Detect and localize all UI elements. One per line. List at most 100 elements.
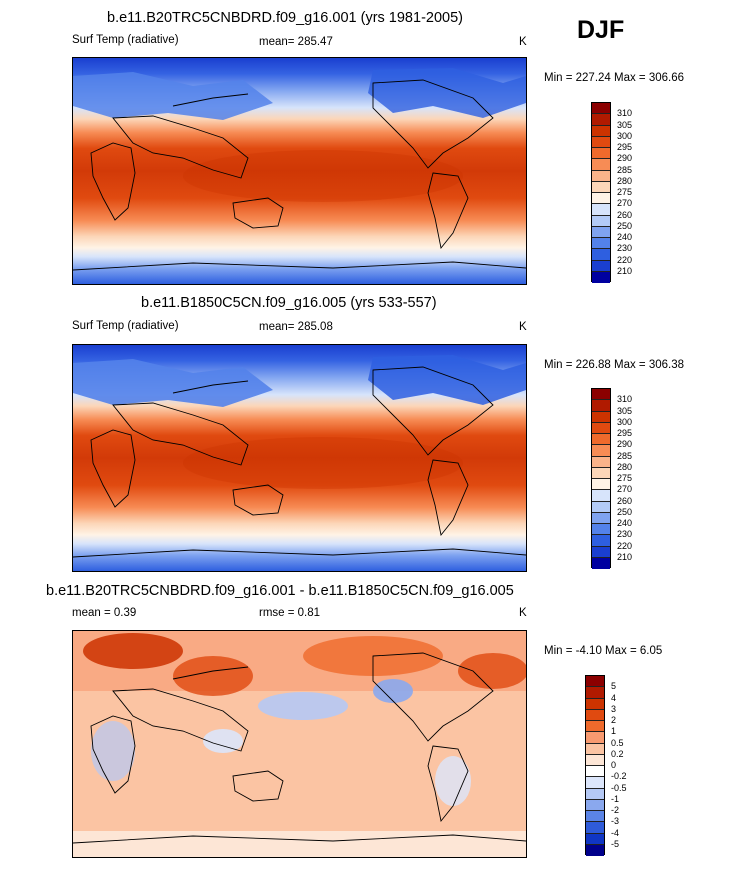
panel-3-colorbar-tick-label: -3 <box>611 816 620 827</box>
panel-1-title: b.e11.B20TRC5CNBDRD.f09_g16.001 (yrs 198… <box>107 10 463 26</box>
panel-3-colorbar-swatch <box>586 721 604 733</box>
panel-1-colorbar-swatch <box>592 204 610 216</box>
panel-3-colorbar-tick-label: 1 <box>611 726 617 737</box>
panel-3-minmax: Min = -4.10 Max = 6.05 <box>544 645 663 657</box>
panel-2-colorbar-tick-label: 280 <box>617 461 633 472</box>
panel-1-colorbar-swatch <box>592 114 610 126</box>
panel-1-colorbar-tick-label: 310 <box>617 108 633 119</box>
panel-3-colorbar-swatch <box>586 687 604 699</box>
panel-2-colorbar-tick-label: 240 <box>617 518 633 528</box>
panel-3-colorbar-swatch <box>586 732 604 744</box>
panel-2-colorbar-swatch <box>592 557 610 569</box>
panel-1-colorbar-tick-label: 305 <box>617 119 633 130</box>
season-label: DJF <box>577 16 625 44</box>
panel-2-colorbar-swatch <box>592 400 610 412</box>
panel-3-colorbar-tick-label: 0.5 <box>611 737 624 748</box>
panel-3-colorbar-tick-label: 0.2 <box>611 748 624 759</box>
panel-2-colorbar-tick-label: 260 <box>617 495 633 506</box>
panel-1-colorbar-swatch <box>592 238 610 250</box>
panel-2-colorbar-swatch <box>592 411 610 423</box>
panel-1-colorbar-tick-label: 280 <box>617 175 633 186</box>
panel-1-colorbar-tick-label: 250 <box>617 220 633 231</box>
panel-2-colorbar-tick-label: 285 <box>617 450 633 461</box>
panel-1-colorbar-swatch <box>592 271 610 283</box>
panel-3-colorbar-swatch <box>586 844 604 856</box>
panel-2-colorbar-swatch <box>592 546 610 558</box>
panel-3-colorbar-tick-label: 5 <box>611 681 617 692</box>
panel-3-colorbar-swatch <box>586 698 604 710</box>
panel-1-colorbar-tick-label: 240 <box>617 232 633 242</box>
panel-3-mean-label: mean = 0.39 <box>72 607 137 619</box>
panel-3-colorbar-swatch <box>586 833 604 845</box>
panel-2-colorbar-swatch <box>592 524 610 536</box>
panel-2-map-graphic <box>73 345 526 571</box>
panel-3-colorbar-tick-label: -2 <box>611 805 620 815</box>
panel-2-colorbar-tick-label: 290 <box>617 439 633 450</box>
panel-2-colorbar-tick-label: 210 <box>617 551 633 562</box>
panel-1-colorbar-swatch <box>592 136 610 148</box>
panel-2-colorbar-tick-label: 270 <box>617 484 633 495</box>
panel-3-colorbar-tick-label: 0 <box>611 760 617 770</box>
panel-1-units: K <box>519 36 527 48</box>
panel-2-colorbar-swatches <box>591 388 611 569</box>
panel-1-colorbar-swatch <box>592 159 610 171</box>
panel-2-colorbar-tick-label: 230 <box>617 529 633 540</box>
panel-1-colorbar-swatch <box>592 170 610 182</box>
panel-2-colorbar-swatch <box>592 479 610 491</box>
panel-3-colorbar-swatch <box>586 822 604 834</box>
panel-1-colorbar-tick-label: 230 <box>617 243 633 254</box>
panel-1-colorbar-swatches <box>591 102 611 283</box>
panel-3-colorbar-tick-label: -0.2 <box>611 771 627 782</box>
panel-3-units: K <box>519 607 527 619</box>
panel-1-colorbar-tick-label: 275 <box>617 187 633 197</box>
panel-3-colorbar-swatch <box>586 811 604 823</box>
panel-3-colorbar-tick-label: -0.5 <box>611 782 627 793</box>
panel-2-colorbar-tick-label: 305 <box>617 405 633 416</box>
panel-3-colorbar-tick-label: 2 <box>611 715 617 725</box>
panel-2-colorbar-swatch <box>592 467 610 479</box>
panel-3-colorbar-swatches <box>585 675 605 856</box>
panel-1-colorbar-tick-label: 300 <box>617 130 633 141</box>
panel-3-colorbar-swatch <box>586 754 604 766</box>
panel-3-colorbar-tick-label: -5 <box>611 838 620 849</box>
panel-1-colorbar-swatch <box>592 125 610 137</box>
panel-1-colorbar-swatch <box>592 148 610 160</box>
panel-2-colorbar-tick-label: 310 <box>617 394 633 405</box>
panel-3-colorbar-tick-label: 4 <box>611 692 617 703</box>
panel-1-colorbar-tick-label: 270 <box>617 198 633 209</box>
panel-1-colorbar-tick-label: 220 <box>617 254 633 265</box>
panel-3-map <box>72 630 527 858</box>
panel-3-colorbar-swatch <box>586 788 604 800</box>
panel-1-colorbar-swatch <box>592 226 610 238</box>
panel-1-colorbar-swatch <box>592 193 610 205</box>
panel-2-colorbar-tick-label: 295 <box>617 428 633 438</box>
panel-2-colorbar-swatch <box>592 434 610 446</box>
panel-2-colorbar-tick-label: 275 <box>617 473 633 483</box>
panel-1-colorbar-swatch <box>592 103 610 115</box>
panel-2-colorbar-swatch <box>592 535 610 547</box>
panel-2-mean-label: mean= 285.08 <box>259 321 333 333</box>
panel-3-colorbar-swatch <box>586 799 604 811</box>
panel-2-colorbar-swatch <box>592 501 610 513</box>
panel-1-colorbar-tick-label: 290 <box>617 153 633 164</box>
panel-2-units: K <box>519 321 527 333</box>
panel-1-mean-label: mean= 285.47 <box>259 36 333 48</box>
panel-3-colorbar-swatch <box>586 709 604 721</box>
panel-2-colorbar-swatch <box>592 422 610 434</box>
panel-2-colorbar-tick-label: 250 <box>617 506 633 517</box>
panel-1-colorbar-tick-label: 210 <box>617 265 633 276</box>
panel-2-map <box>72 344 527 572</box>
panel-1-colorbar-tick-label: 260 <box>617 209 633 220</box>
panel-2-colorbar-swatch <box>592 456 610 468</box>
panel-3-colorbar-tick-label: -1 <box>611 793 620 804</box>
panel-3-colorbar-swatch <box>586 743 604 755</box>
panel-3-colorbar-tick-label: 3 <box>611 703 617 714</box>
panel-2-minmax: Min = 226.88 Max = 306.38 <box>544 359 685 371</box>
panel-1-map <box>72 57 527 285</box>
panel-1-minmax: Min = 227.24 Max = 306.66 <box>544 72 685 84</box>
panel-3-colorbar-swatch <box>586 676 604 688</box>
panel-3-colorbar-tick-label: -4 <box>611 827 620 838</box>
panel-1-colorbar-tick-label: 295 <box>617 142 633 152</box>
panel-1-colorbar-swatch <box>592 181 610 193</box>
panel-2-variable-label: Surf Temp (radiative) <box>72 320 179 332</box>
